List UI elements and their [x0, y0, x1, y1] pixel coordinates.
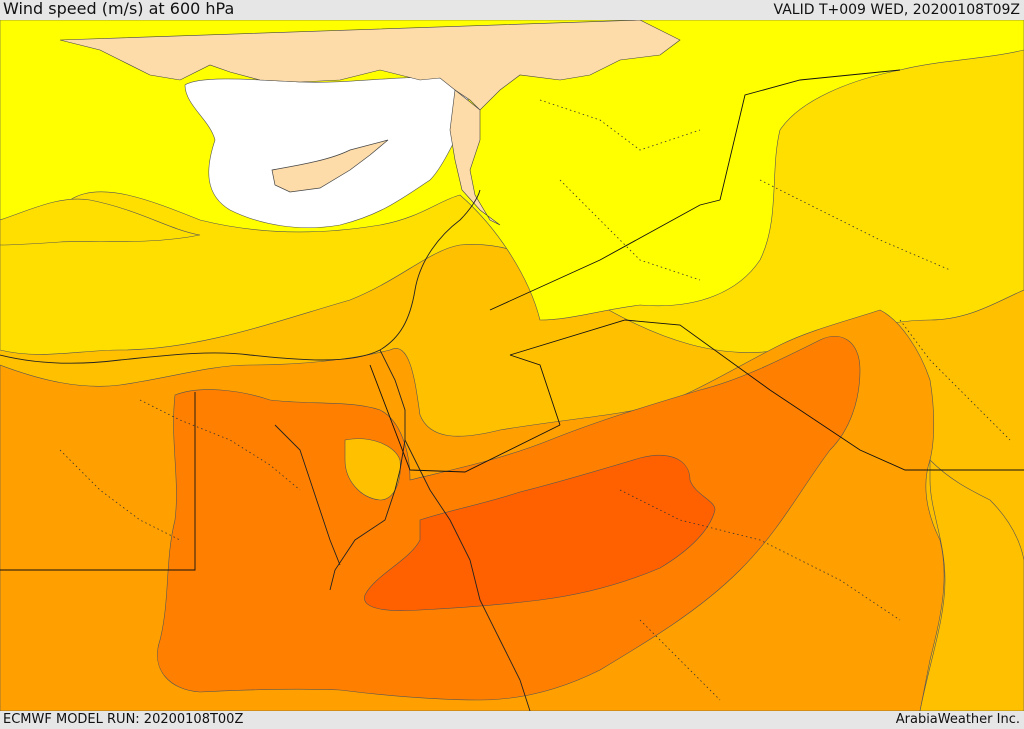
band2-patch-west [0, 198, 201, 246]
footer-bar: ECMWF MODEL RUN: 20200108T00Z ArabiaWeat… [0, 711, 1024, 729]
model-run-label: ECMWF MODEL RUN: 20200108T00Z [3, 712, 244, 727]
turkey-landmass [59, 20, 681, 111]
calm-area [184, 77, 469, 229]
cyprus-island [271, 139, 389, 193]
band3-patch-east [919, 459, 1024, 711]
political-borders [0, 69, 1024, 571]
header-bar: Wind speed (m/s) at 600 hPa VALID T+009 … [0, 0, 1024, 20]
coastlines [0, 189, 531, 711]
turkey-southeast [449, 89, 501, 226]
internal-boundaries [59, 99, 1011, 701]
band6-area [364, 454, 716, 611]
credit-label: ArabiaWeather Inc. [895, 712, 1020, 727]
band3-patch-sinai [344, 438, 401, 501]
valid-time: VALID T+009 WED, 20200108T09Z [773, 2, 1020, 18]
chart-title: Wind speed (m/s) at 600 hPa [3, 0, 235, 18]
wind-speed-map [0, 20, 1024, 711]
